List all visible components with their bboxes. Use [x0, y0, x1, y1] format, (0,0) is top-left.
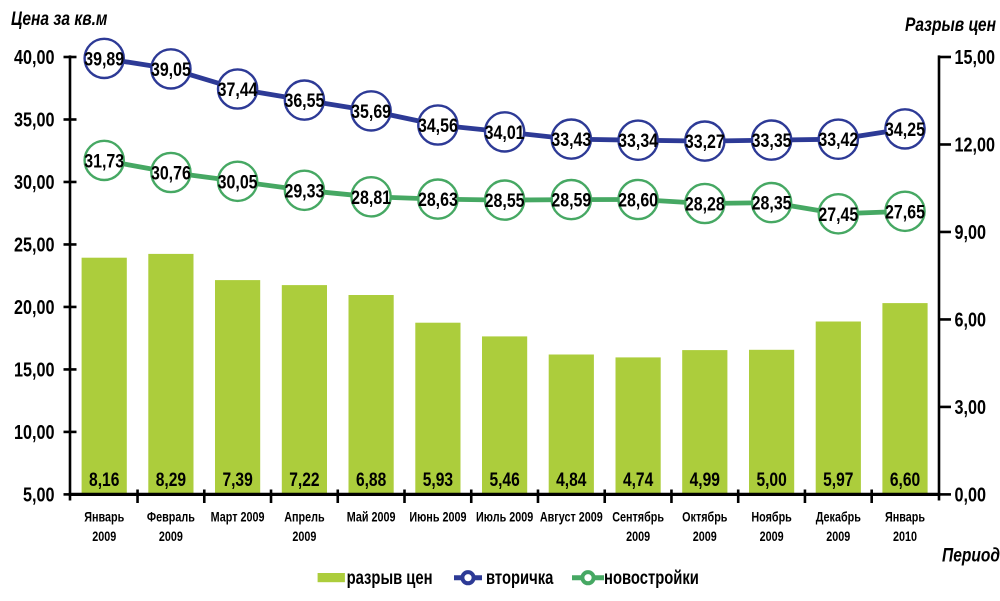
svg-text:Февраль: Февраль	[147, 509, 195, 524]
svg-text:5,46: 5,46	[489, 469, 520, 491]
svg-text:5,00: 5,00	[756, 469, 786, 491]
svg-text:5,00: 5,00	[23, 483, 55, 506]
svg-text:8,16: 8,16	[89, 469, 120, 491]
svg-text:Разрыв цен: Разрыв цен	[905, 14, 996, 36]
svg-text:37,44: 37,44	[218, 79, 258, 101]
svg-text:28,63: 28,63	[418, 189, 458, 211]
svg-text:35,69: 35,69	[351, 101, 391, 123]
svg-text:2009: 2009	[159, 529, 183, 544]
svg-text:Январь: Январь	[885, 509, 925, 524]
svg-text:8,29: 8,29	[156, 469, 187, 491]
svg-text:Октябрь: Октябрь	[682, 509, 727, 524]
svg-text:Июль 2009: Июль 2009	[476, 509, 533, 524]
svg-text:7,22: 7,22	[289, 469, 319, 491]
svg-text:Июнь 2009: Июнь 2009	[409, 509, 466, 524]
svg-text:Август 2009: Август 2009	[540, 509, 603, 524]
svg-text:28,81: 28,81	[351, 186, 391, 208]
svg-text:7,39: 7,39	[222, 469, 253, 491]
svg-text:вторичка: вторичка	[486, 567, 554, 588]
svg-text:34,25: 34,25	[885, 119, 925, 141]
svg-text:5,97: 5,97	[823, 469, 853, 491]
svg-text:15,00: 15,00	[14, 358, 55, 381]
svg-text:Май 2009: Май 2009	[347, 509, 396, 524]
svg-text:6,60: 6,60	[890, 469, 920, 491]
svg-text:39,05: 39,05	[151, 59, 191, 81]
svg-text:9,00: 9,00	[955, 220, 987, 243]
svg-text:Цена за кв.м: Цена за кв.м	[11, 8, 108, 30]
svg-text:36,55: 36,55	[284, 90, 324, 112]
svg-text:25,00: 25,00	[14, 233, 55, 256]
svg-text:2009: 2009	[826, 529, 850, 544]
svg-text:35,00: 35,00	[14, 108, 55, 131]
svg-text:10,00: 10,00	[14, 420, 55, 443]
svg-text:28,35: 28,35	[752, 192, 792, 214]
svg-text:34,56: 34,56	[418, 115, 458, 137]
svg-text:33,42: 33,42	[818, 129, 858, 151]
svg-text:0,00: 0,00	[955, 483, 987, 506]
svg-text:28,60: 28,60	[618, 189, 658, 211]
svg-text:новостройки: новостройки	[604, 567, 699, 588]
svg-text:31,73: 31,73	[84, 150, 124, 172]
svg-text:2009: 2009	[626, 529, 650, 544]
svg-text:30,00: 30,00	[14, 170, 55, 193]
svg-text:33,27: 33,27	[685, 131, 725, 153]
svg-text:27,45: 27,45	[818, 203, 858, 225]
svg-text:6,88: 6,88	[356, 469, 387, 491]
svg-text:27,65: 27,65	[885, 201, 925, 223]
svg-text:33,43: 33,43	[551, 129, 591, 151]
svg-text:2010: 2010	[893, 529, 917, 544]
svg-text:33,35: 33,35	[752, 130, 792, 152]
svg-text:2009: 2009	[92, 529, 116, 544]
svg-text:20,00: 20,00	[14, 295, 55, 318]
svg-text:Период: Период	[942, 544, 1000, 566]
svg-text:2009: 2009	[760, 529, 784, 544]
svg-text:28,28: 28,28	[685, 193, 725, 215]
svg-text:Ноябрь: Ноябрь	[751, 509, 791, 524]
svg-text:15,00: 15,00	[955, 45, 996, 68]
svg-text:28,59: 28,59	[551, 189, 591, 211]
svg-text:29,33: 29,33	[284, 180, 324, 202]
svg-text:4,84: 4,84	[556, 469, 587, 491]
svg-text:4,99: 4,99	[690, 469, 721, 491]
svg-text:Апрель: Апрель	[284, 509, 324, 524]
svg-text:Декабрь: Декабрь	[816, 509, 861, 524]
svg-text:40,00: 40,00	[14, 45, 55, 68]
svg-text:30,76: 30,76	[151, 162, 191, 184]
svg-text:разрыв цен: разрыв цен	[347, 567, 433, 588]
svg-text:30,05: 30,05	[218, 171, 258, 193]
svg-text:5,93: 5,93	[423, 469, 454, 491]
svg-text:4,74: 4,74	[623, 469, 654, 491]
svg-text:39,89: 39,89	[84, 48, 124, 70]
svg-text:3,00: 3,00	[955, 395, 987, 418]
svg-text:2009: 2009	[693, 529, 717, 544]
svg-text:Сентябрь: Сентябрь	[612, 509, 664, 524]
svg-text:33,34: 33,34	[618, 130, 658, 152]
svg-text:34,01: 34,01	[485, 122, 525, 144]
svg-text:6,00: 6,00	[955, 308, 987, 331]
svg-text:28,55: 28,55	[485, 190, 525, 212]
svg-text:Январь: Январь	[84, 509, 124, 524]
svg-text:2009: 2009	[292, 529, 316, 544]
svg-text:Март 2009: Март 2009	[211, 509, 265, 524]
svg-text:12,00: 12,00	[955, 133, 996, 156]
